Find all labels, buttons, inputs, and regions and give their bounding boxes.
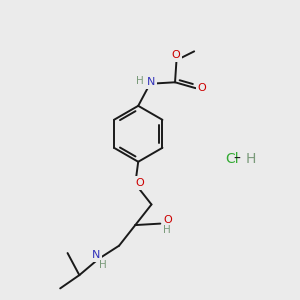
Text: H: H (136, 76, 144, 86)
Text: O: O (198, 82, 206, 93)
Text: H: H (163, 225, 171, 235)
Text: O: O (135, 178, 144, 188)
Text: O: O (163, 215, 172, 225)
Text: H: H (99, 260, 107, 270)
Text: O: O (172, 50, 180, 60)
Text: Cl: Cl (225, 152, 239, 166)
Text: H: H (246, 152, 256, 166)
Text: N: N (92, 250, 100, 260)
Text: N: N (147, 77, 156, 87)
Text: –: – (233, 152, 240, 166)
